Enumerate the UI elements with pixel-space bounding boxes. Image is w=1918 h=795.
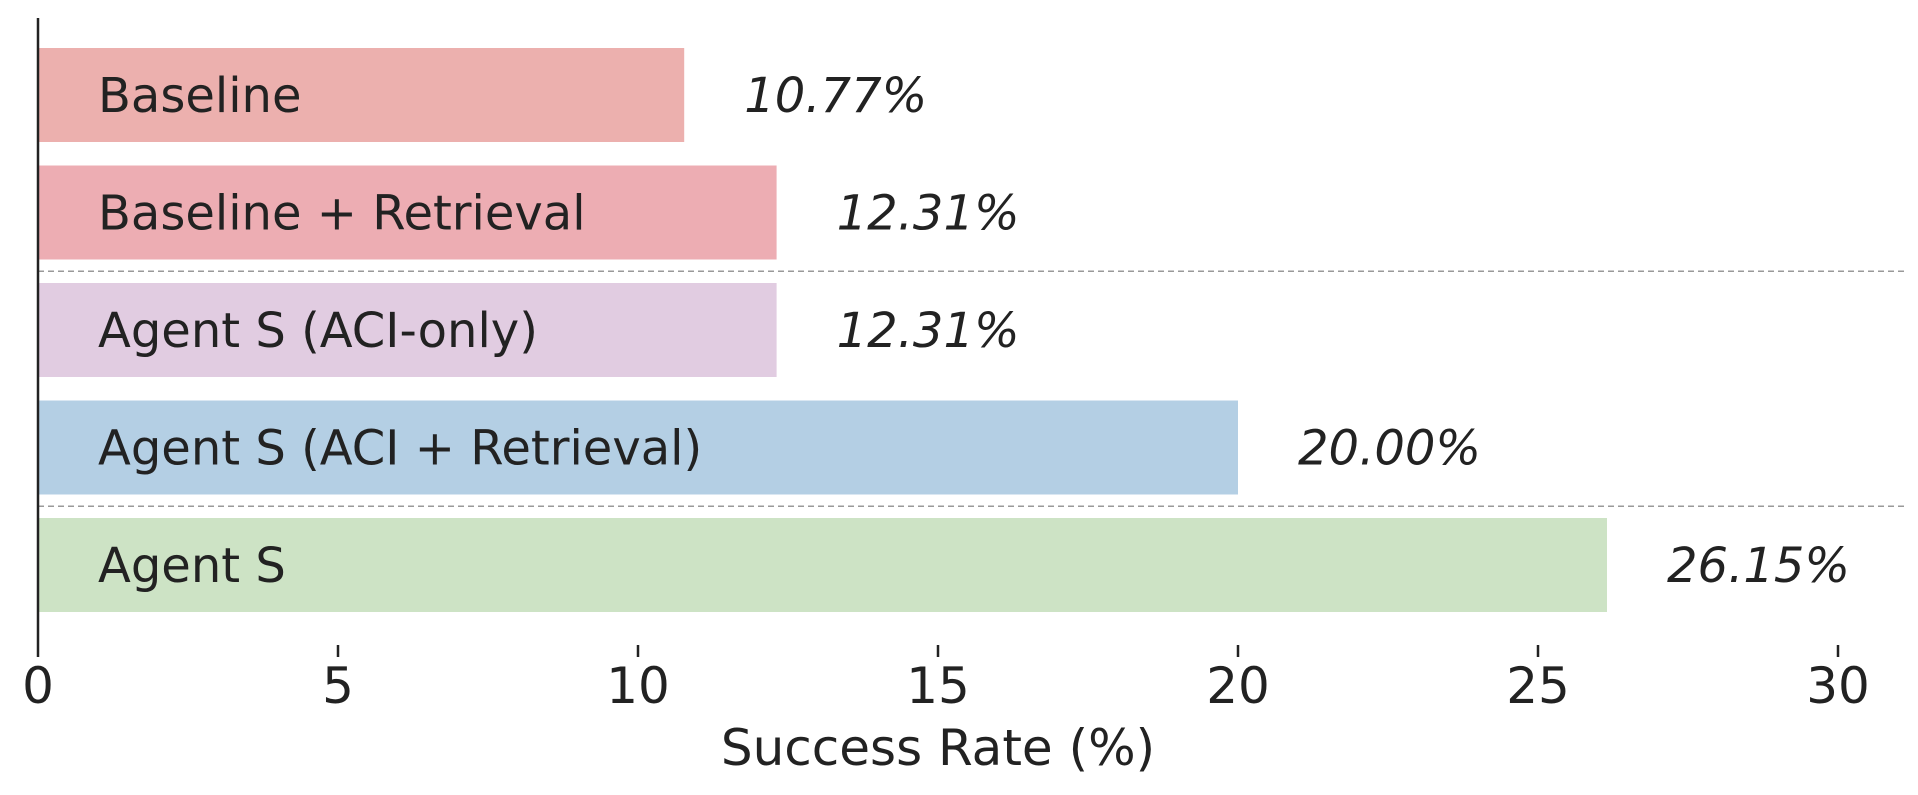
- x-tick-label-0: 0: [22, 657, 54, 715]
- bars: [38, 48, 1607, 612]
- bar-label-4: Agent S (ACI + Retrieval): [98, 421, 702, 477]
- value-label-5: 26.15%: [1667, 538, 1850, 594]
- value-label-4: 20.00%: [1298, 421, 1481, 477]
- x-tick-label-25: 25: [1506, 657, 1570, 715]
- group-separators: [38, 270, 1908, 507]
- bar-label-1: Baseline: [98, 68, 302, 124]
- bar-4: [38, 400, 1238, 495]
- x-tick-label-20: 20: [1206, 657, 1270, 715]
- x-tick-label-10: 10: [606, 657, 670, 715]
- value-labels: 10.77% 12.31% 12.31% 20.00% 26.15%: [744, 68, 1850, 594]
- bar-5: [38, 518, 1607, 612]
- x-tick-label-5: 5: [322, 657, 354, 715]
- value-label-2: 12.31%: [837, 186, 1020, 242]
- bar-label-2: Baseline + Retrieval: [98, 186, 586, 242]
- value-label-3: 12.31%: [837, 303, 1020, 359]
- bar-labels: Baseline Baseline + Retrieval Agent S (ACI…: [98, 68, 702, 594]
- bar-3: [38, 283, 777, 377]
- x-tick-label-30: 30: [1806, 657, 1870, 715]
- x-axis-ticks: 0 5 10 15 20 25 30: [22, 645, 1870, 715]
- value-label-1: 10.77%: [744, 68, 927, 124]
- bar-2: [38, 165, 777, 260]
- bar-label-3: Agent S (ACI-only): [98, 303, 538, 359]
- bar-1: [38, 48, 685, 142]
- x-axis-title: Success Rate (%): [721, 719, 1155, 777]
- bar-label-5: Agent S: [98, 538, 286, 594]
- x-tick-label-15: 15: [906, 657, 970, 715]
